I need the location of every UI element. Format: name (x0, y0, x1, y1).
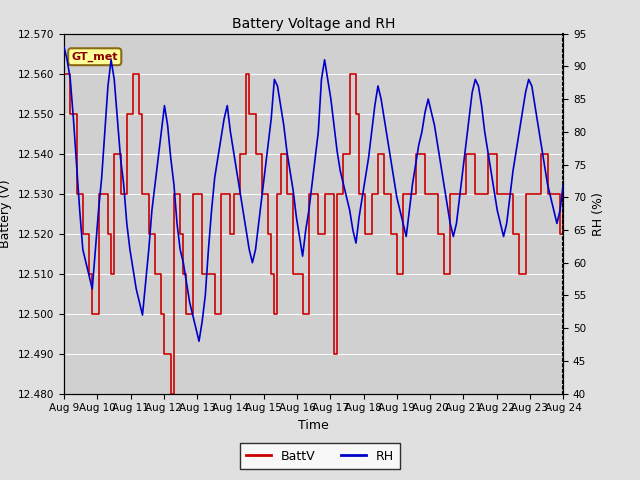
Title: Battery Voltage and RH: Battery Voltage and RH (232, 17, 396, 31)
X-axis label: Time: Time (298, 419, 329, 432)
Y-axis label: RH (%): RH (%) (592, 192, 605, 236)
Y-axis label: Battery (V): Battery (V) (0, 180, 12, 248)
Text: GT_met: GT_met (72, 51, 118, 62)
Legend: BattV, RH: BattV, RH (240, 444, 400, 469)
